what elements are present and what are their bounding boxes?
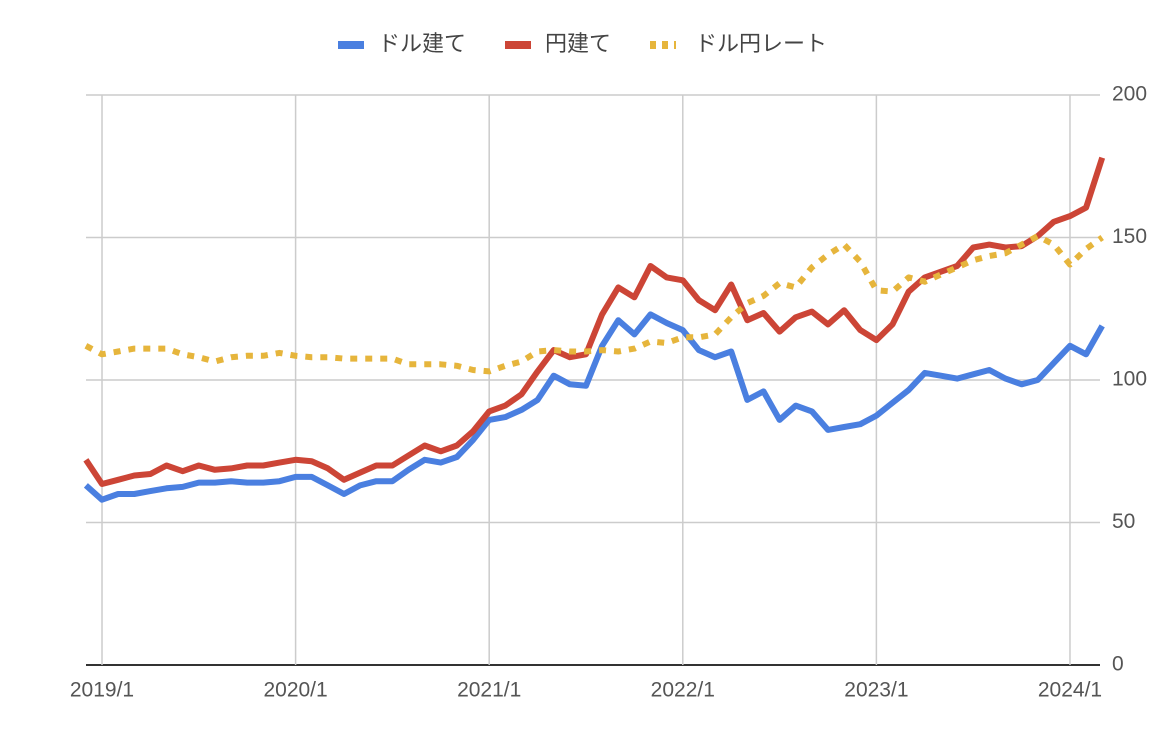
x-tick-label: 2022/1 xyxy=(651,679,715,702)
legend-label: ドル建て xyxy=(378,31,466,56)
legend-label: ドル円レート xyxy=(695,31,827,56)
legend-label: 円建て xyxy=(545,31,611,56)
x-tick-label: 2020/1 xyxy=(263,679,327,702)
x-tick-label: 2019/1 xyxy=(70,679,134,702)
y-tick-label: 200 xyxy=(1112,83,1147,106)
x-tick-label: 2024/1 xyxy=(1038,679,1102,702)
y-tick-label: 100 xyxy=(1112,368,1147,391)
series-line xyxy=(83,311,1105,503)
y-tick-label: 0 xyxy=(1112,653,1124,676)
y-tick-label: 150 xyxy=(1112,225,1147,248)
x-tick-label: 2021/1 xyxy=(457,679,521,702)
y-tick-label: 50 xyxy=(1112,510,1135,533)
x-tick-label: 2023/1 xyxy=(844,679,908,702)
series-line xyxy=(84,233,1104,375)
series-line xyxy=(83,156,1106,487)
